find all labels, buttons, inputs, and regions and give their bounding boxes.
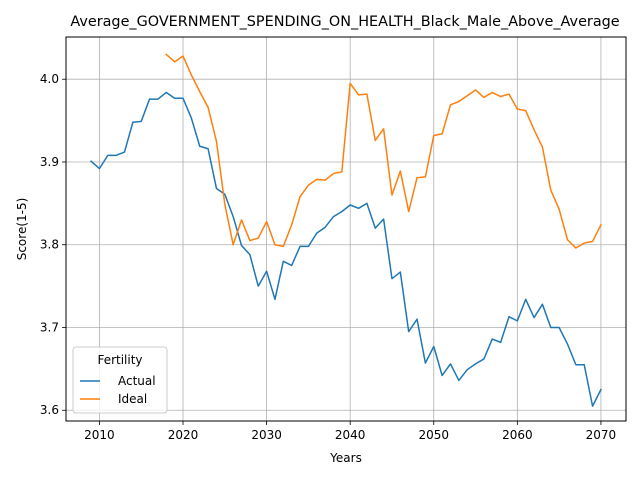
x-tick-label: 2050 — [418, 428, 449, 442]
x-tick-label: 2070 — [586, 428, 617, 442]
y-tick-label: 3.9 — [40, 155, 59, 169]
y-tick-label: 3.6 — [40, 403, 59, 417]
x-tick-label: 2040 — [335, 428, 366, 442]
x-tick-label: 2020 — [168, 428, 199, 442]
series-line-actual — [90, 91, 602, 407]
series-line-ideal — [165, 53, 602, 249]
x-axis-label: Years — [329, 451, 362, 465]
y-axis-ticks: 3.6 3.7 3.8 3.9 4.0 — [40, 72, 66, 417]
y-tick-label: 3.8 — [40, 238, 59, 252]
legend: Fertility Actual Ideal — [72, 346, 168, 414]
legend-label-actual: Actual — [118, 374, 156, 388]
plot-area-frame — [65, 36, 627, 422]
legend-title: Fertility — [97, 353, 142, 367]
series-layer — [90, 53, 602, 407]
x-axis-ticks: 2010 2020 2030 2040 2050 2060 2070 — [84, 421, 616, 442]
x-tick-label: 2060 — [502, 428, 533, 442]
y-tick-label: 4.0 — [40, 72, 59, 86]
legend-label-ideal: Ideal — [118, 392, 147, 406]
x-tick-label: 2010 — [84, 428, 115, 442]
x-tick-label: 2030 — [251, 428, 282, 442]
y-axis-label: Score(1-5) — [15, 198, 29, 261]
chart-title: Average_GOVERNMENT_SPENDING_ON_HEALTH_Bl… — [70, 14, 619, 30]
legend-box — [72, 346, 168, 414]
y-tick-label: 3.7 — [40, 320, 59, 334]
